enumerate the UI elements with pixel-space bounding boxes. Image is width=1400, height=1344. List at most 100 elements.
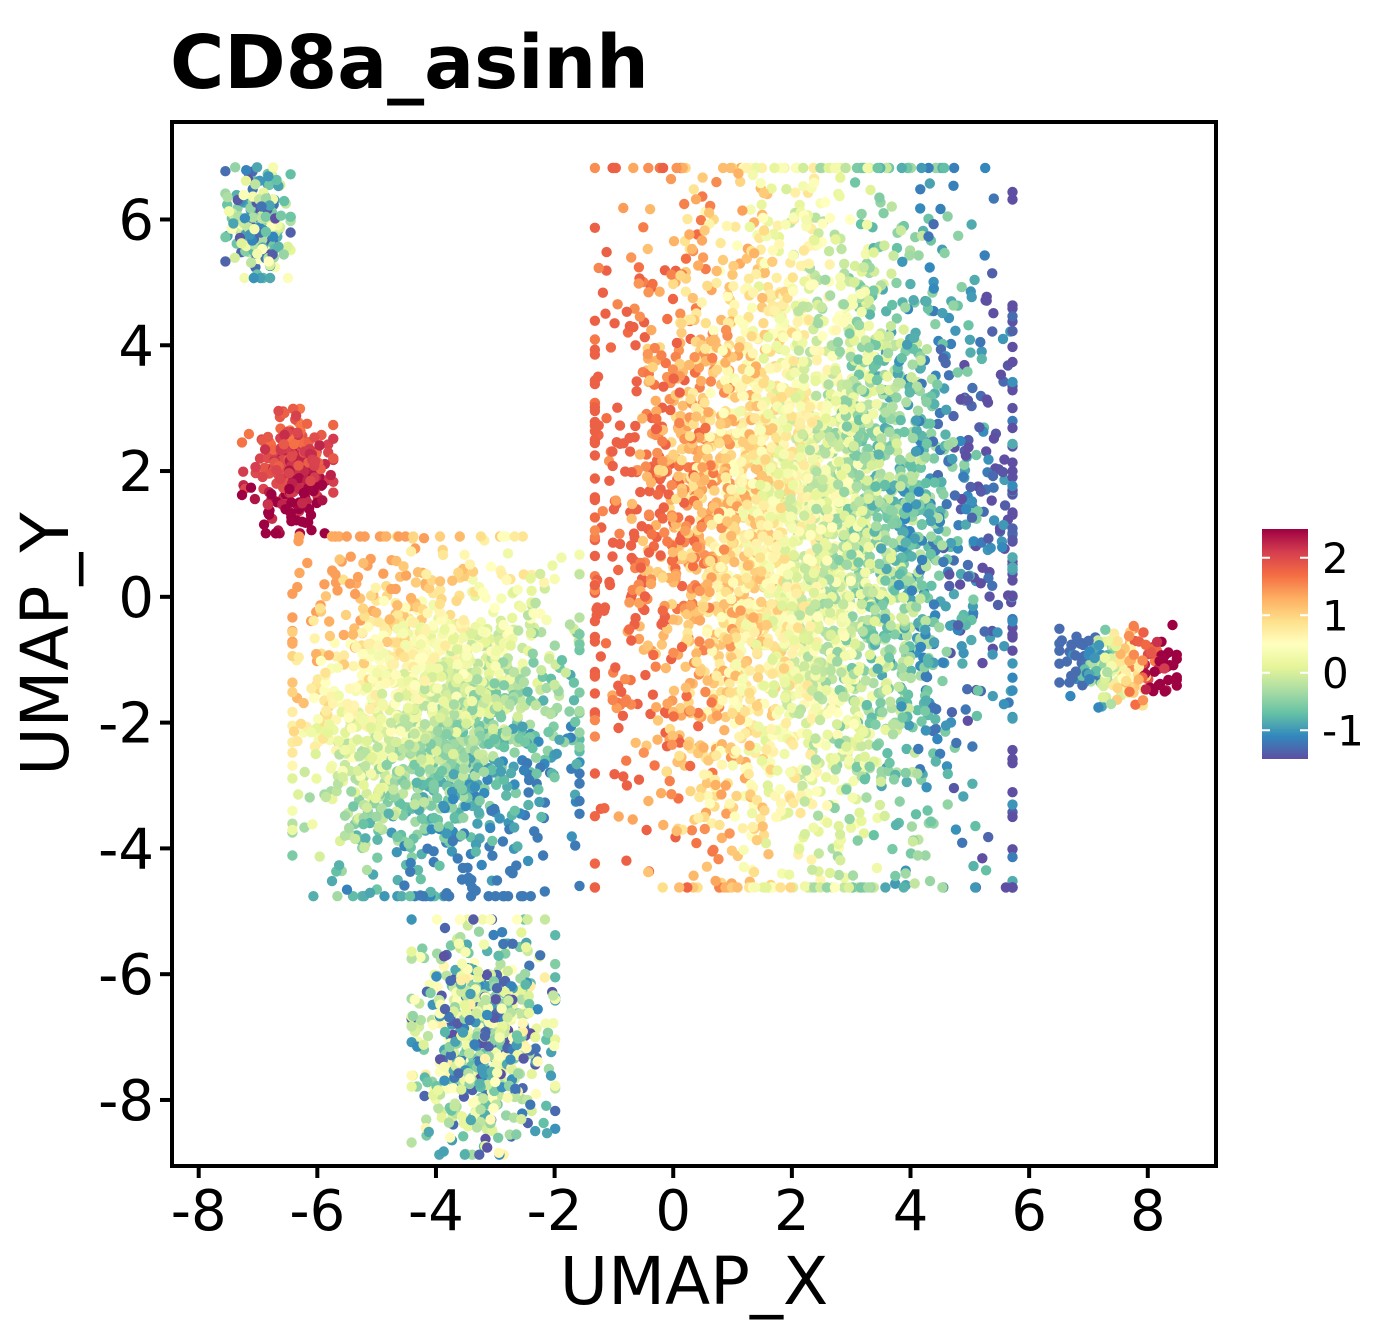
- data-point: [574, 778, 585, 789]
- data-point: [635, 486, 646, 498]
- data-point: [279, 429, 290, 441]
- data-point: [414, 766, 425, 777]
- data-point: [409, 728, 420, 739]
- data-point: [548, 990, 559, 1001]
- data-point: [501, 574, 512, 586]
- data-point: [309, 633, 320, 644]
- data-point: [928, 219, 939, 230]
- data-point: [286, 451, 297, 462]
- data-point: [427, 1019, 439, 1031]
- data-point: [258, 519, 270, 530]
- data-point: [541, 614, 552, 626]
- data-point: [944, 580, 955, 592]
- data-point: [270, 528, 282, 539]
- data-point: [688, 870, 699, 881]
- data-point: [357, 603, 369, 614]
- data-point: [440, 890, 451, 901]
- data-point: [737, 823, 748, 834]
- data-point: [333, 690, 344, 701]
- data-point: [987, 268, 998, 279]
- data-point: [406, 914, 417, 925]
- data-point: [487, 751, 499, 762]
- data-point: [262, 431, 274, 443]
- data-point: [925, 418, 936, 429]
- data-point: [464, 1014, 475, 1026]
- data-point: [328, 487, 339, 498]
- data-point: [948, 180, 959, 191]
- data-point: [447, 575, 458, 586]
- data-point: [301, 418, 313, 429]
- data-point: [501, 790, 512, 801]
- data-point: [556, 552, 567, 563]
- data-point: [314, 603, 326, 614]
- data-point: [485, 822, 496, 834]
- data-point: [997, 333, 1009, 345]
- scatter-points: [220, 162, 1183, 1160]
- data-point: [293, 460, 304, 471]
- data-point: [505, 1054, 516, 1065]
- data-point: [517, 658, 528, 669]
- data-point: [314, 440, 325, 451]
- data-point: [400, 779, 411, 790]
- data-point: [305, 475, 316, 487]
- data-point: [350, 642, 362, 653]
- data-point: [556, 655, 568, 666]
- data-point: [1007, 356, 1018, 368]
- data-point: [545, 708, 556, 720]
- data-point: [423, 583, 435, 594]
- data-point: [439, 1003, 451, 1015]
- data-point: [530, 700, 541, 711]
- data-point: [507, 612, 518, 624]
- data-point: [662, 313, 673, 325]
- data-point: [724, 828, 735, 839]
- data-point: [314, 851, 325, 862]
- data-point: [364, 887, 376, 898]
- data-point: [511, 1129, 522, 1140]
- data-point: [245, 257, 257, 268]
- data-point: [880, 882, 891, 893]
- data-point: [402, 702, 414, 714]
- data-point: [330, 569, 341, 580]
- data-point: [456, 975, 467, 986]
- data-point: [654, 286, 665, 297]
- data-point: [905, 278, 916, 290]
- data-point: [627, 814, 638, 825]
- data-point: [310, 456, 321, 467]
- data-point: [305, 509, 317, 521]
- data-point: [448, 699, 460, 710]
- data-point: [275, 473, 286, 485]
- data-point: [946, 707, 958, 718]
- data-point: [229, 252, 240, 263]
- data-point: [287, 747, 298, 758]
- data-point: [285, 211, 296, 222]
- data-point: [220, 232, 231, 243]
- data-point: [600, 638, 612, 649]
- data-point: [428, 652, 440, 664]
- data-point: [466, 696, 478, 707]
- data-point: [458, 763, 470, 775]
- data-point: [370, 792, 381, 804]
- data-point: [243, 428, 255, 440]
- data-point: [509, 747, 520, 758]
- data-point: [711, 710, 723, 721]
- data-point: [361, 735, 373, 747]
- data-point: [509, 531, 520, 542]
- data-point: [948, 162, 960, 174]
- data-point: [574, 639, 585, 650]
- data-point: [574, 612, 585, 623]
- data-point: [630, 340, 641, 351]
- data-point: [320, 705, 332, 716]
- data-point: [381, 759, 392, 771]
- data-point: [900, 868, 911, 879]
- data-point: [488, 1103, 499, 1114]
- data-point: [607, 537, 619, 548]
- data-point: [574, 629, 585, 640]
- data-point: [474, 1149, 485, 1160]
- data-point: [390, 669, 401, 680]
- data-point: [361, 802, 373, 813]
- data-point: [456, 1084, 467, 1095]
- data-point: [496, 593, 507, 604]
- data-point: [485, 1114, 496, 1125]
- data-point: [1007, 575, 1018, 586]
- data-point: [423, 1126, 434, 1138]
